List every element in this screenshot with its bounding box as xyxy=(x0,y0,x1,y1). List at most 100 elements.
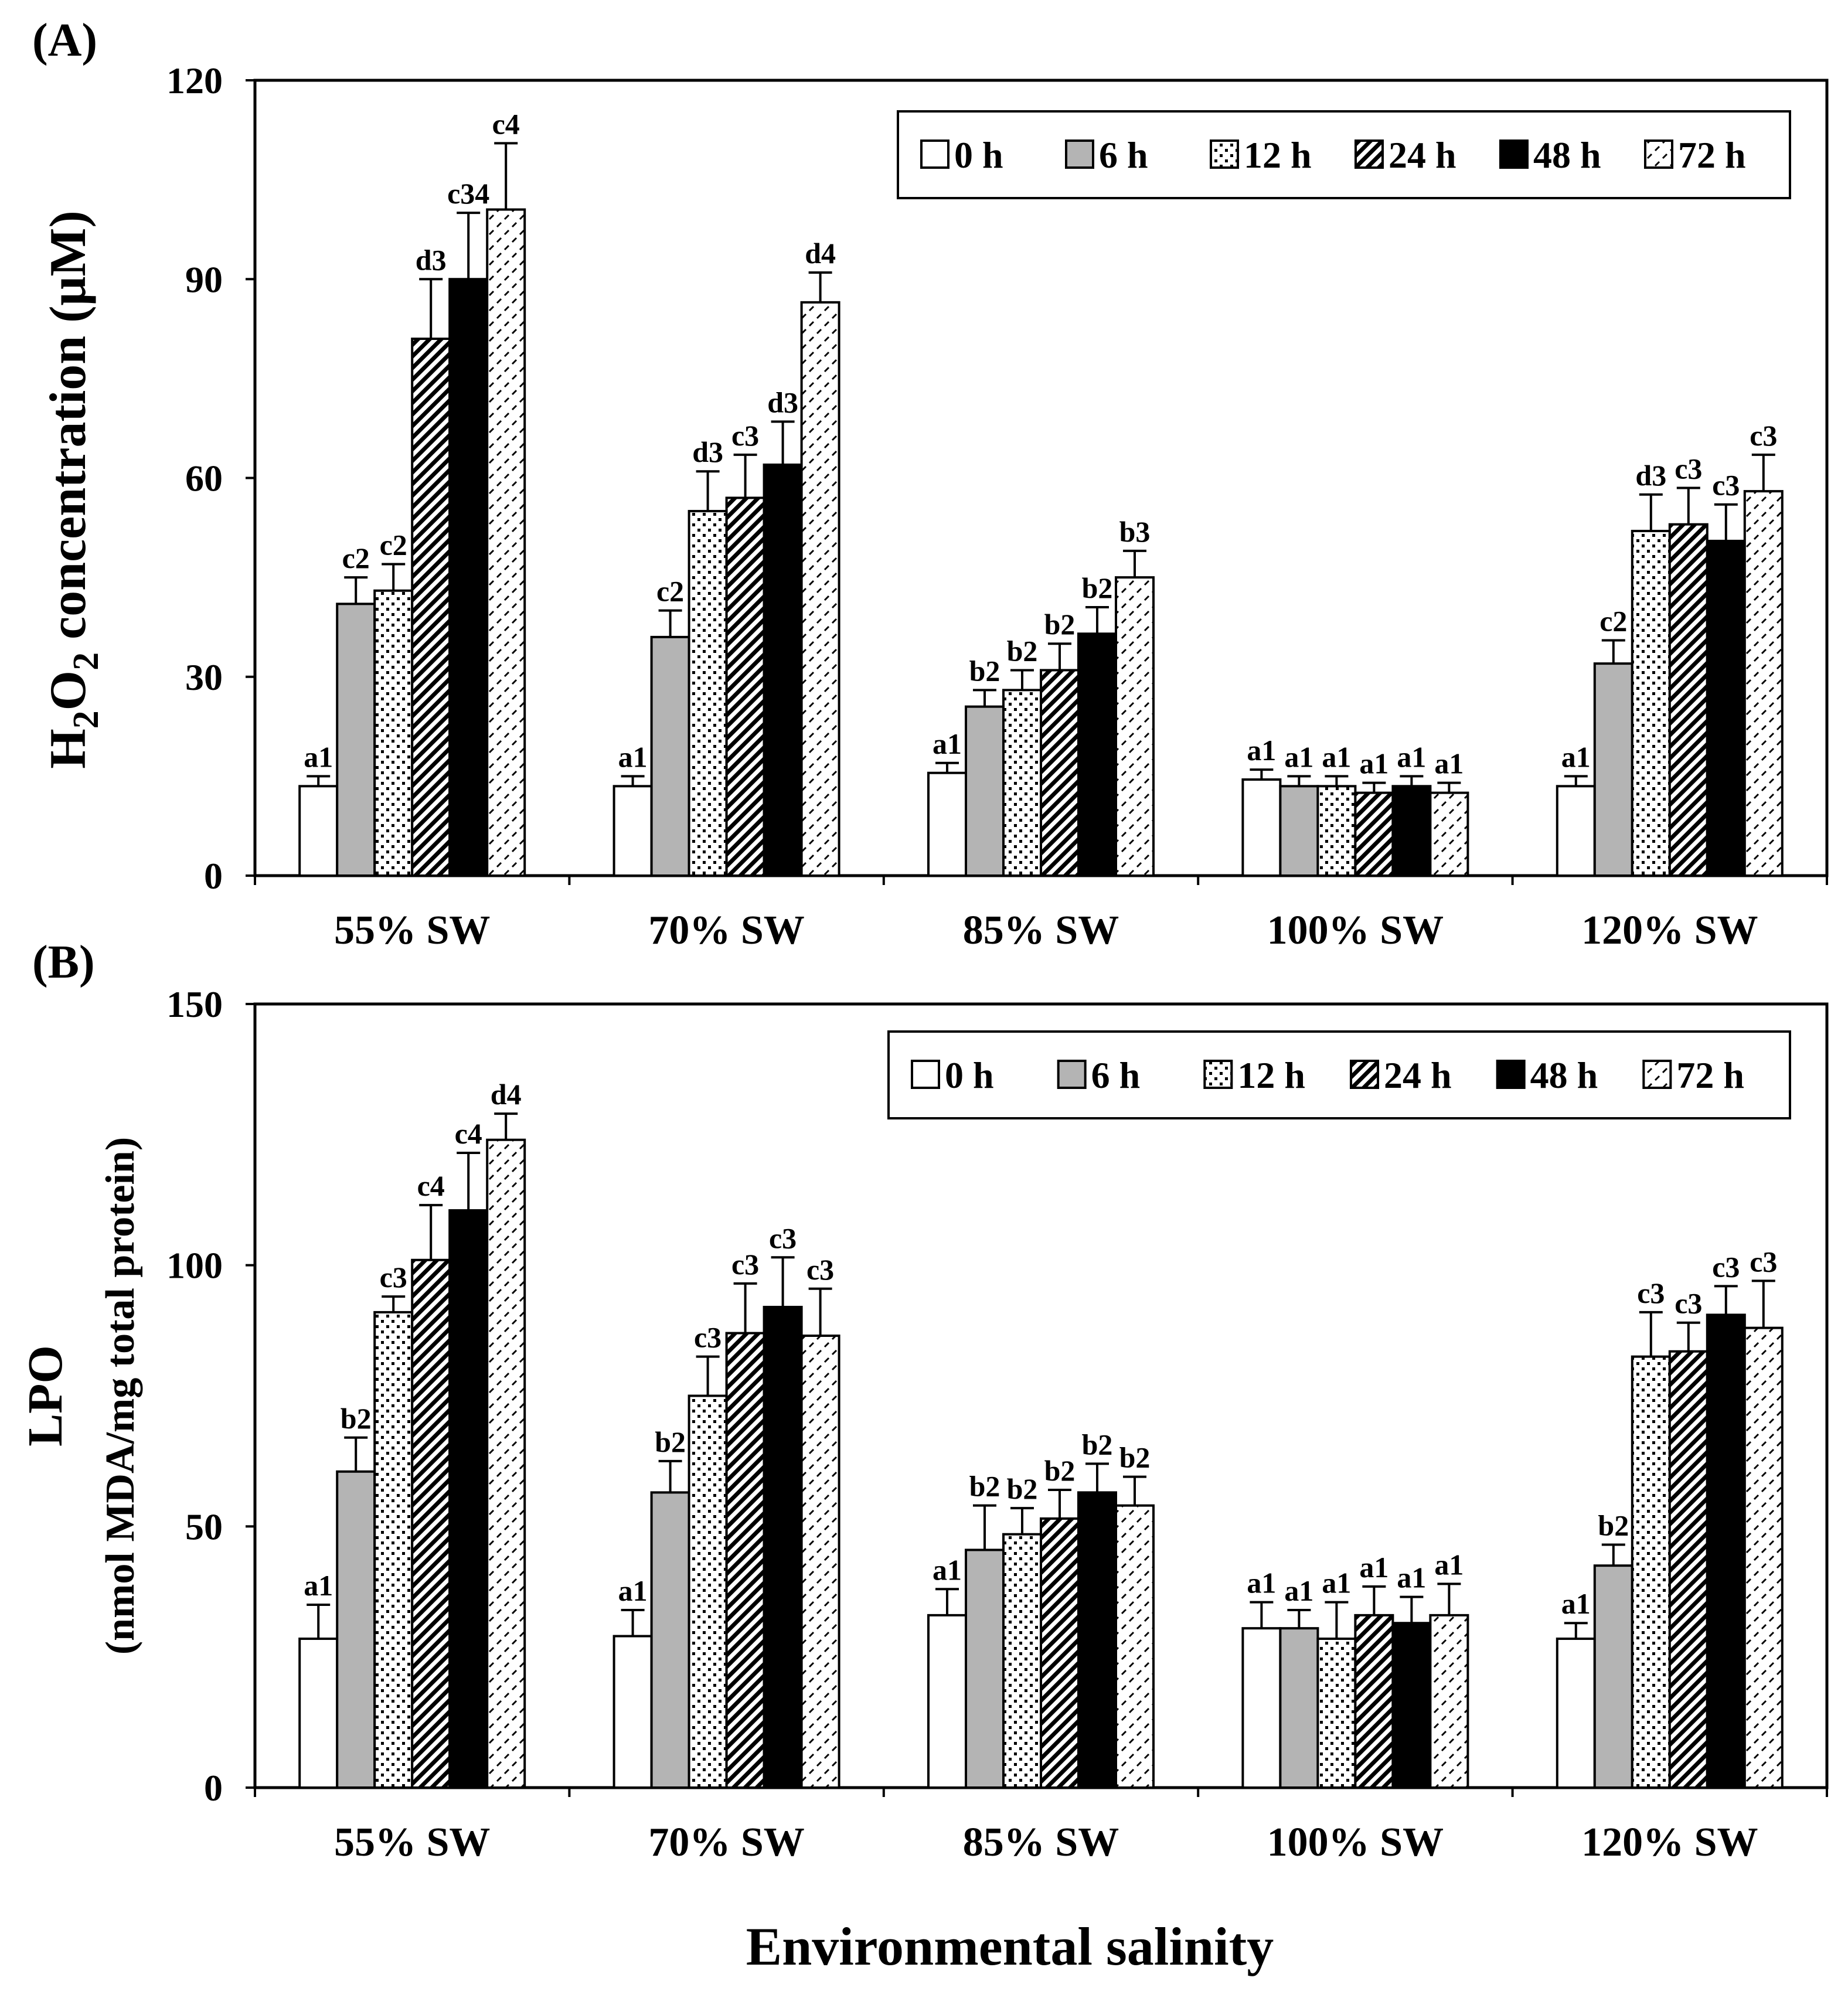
bar-b-55-sw-0-h xyxy=(298,1637,339,1789)
x-axis-title: Environmental salinity xyxy=(746,1917,1274,1976)
bar-a-85-sw-72-h xyxy=(1115,576,1155,877)
significance-label: c3 xyxy=(731,1248,759,1281)
y-tick-label: 0 xyxy=(204,1767,223,1809)
significance-label: b2 xyxy=(1119,1441,1151,1474)
y-tick-label: 0 xyxy=(204,855,223,897)
significance-label: c3 xyxy=(1750,1245,1777,1278)
x-tick-label-85-sw: 85% SW xyxy=(963,1820,1119,1865)
y-axis-title-part: 2 xyxy=(66,652,106,671)
significance-label: c3 xyxy=(380,1261,407,1294)
significance-label: b2 xyxy=(1007,634,1038,667)
significance-label: a1 xyxy=(1434,747,1464,780)
bar-b-70-sw-12-h xyxy=(688,1394,728,1789)
significance-label: b2 xyxy=(341,1402,372,1435)
significance-label: a1 xyxy=(1434,1548,1464,1581)
significance-label: c3 xyxy=(1675,452,1702,485)
legend-label-24-h: 24 h xyxy=(1384,1054,1452,1096)
panel-a: (A) 0 30 60 90 120 55% SW 70% SW 85% SW 100% SW 12… xyxy=(32,15,1829,953)
bar-b-120-sw-72-h xyxy=(1743,1326,1784,1789)
bar-b-100-sw-0-h xyxy=(1241,1627,1282,1789)
significance-label: b2 xyxy=(1044,1454,1076,1487)
bar-a-55-sw-6-h xyxy=(336,603,376,877)
y-axis-title-part: 2 xyxy=(66,710,106,729)
significance-label: a1 xyxy=(618,1574,648,1607)
y-tick-label: 120 xyxy=(166,60,223,101)
significance-label: a1 xyxy=(618,740,648,773)
bar-b-70-sw-72-h xyxy=(800,1334,840,1789)
significance-label: a1 xyxy=(1284,740,1313,773)
bar-a-70-sw-0-h xyxy=(612,785,653,877)
significance-label: b2 xyxy=(1007,1472,1038,1505)
legend-label-0-h: 0 h xyxy=(954,134,1003,176)
significance-label: a1 xyxy=(304,740,333,773)
y-axis-title-part: O xyxy=(40,671,97,710)
significance-label: c3 xyxy=(1637,1277,1665,1309)
bar-b-85-sw-6-h xyxy=(965,1548,1005,1789)
bar-a-100-sw-24-h xyxy=(1354,791,1394,877)
legend-swatch-12-h xyxy=(1210,139,1239,169)
legend-label-6-h: 6 h xyxy=(1091,1054,1141,1096)
y-axis-title-part: H xyxy=(40,729,97,768)
bar-a-100-sw-6-h xyxy=(1279,785,1319,877)
significance-label: b2 xyxy=(1044,608,1076,641)
y-axis-title-b-line1: LPO xyxy=(18,1345,73,1447)
significance-label: b2 xyxy=(969,654,1000,687)
significance-label: c3 xyxy=(769,1221,797,1254)
bar-b-55-sw-24-h xyxy=(411,1258,451,1789)
legend-swatch-72-h xyxy=(1644,139,1673,169)
bar-a-55-sw-0-h xyxy=(298,785,339,877)
panel-label-b: (B) xyxy=(32,937,95,988)
bar-a-85-sw-12-h xyxy=(1002,689,1042,877)
bar-a-70-sw-6-h xyxy=(650,635,690,877)
y-axis-title-part: concentration (μM) xyxy=(40,210,97,652)
legend-swatch-0-h xyxy=(911,1060,940,1089)
bar-a-55-sw-24-h xyxy=(411,338,451,877)
significance-label: a1 xyxy=(932,1553,962,1586)
legend-swatch-6-h xyxy=(1057,1060,1087,1089)
significance-label: c4 xyxy=(492,107,520,140)
significance-label: c2 xyxy=(1599,605,1627,638)
legend-swatch-24-h xyxy=(1350,1060,1379,1089)
panel-b: (B) 0 50 100 150 55% SW 70% SW 85% SW 100% SW 120… xyxy=(18,937,1829,1865)
bar-a-120-sw-48-h xyxy=(1706,539,1746,877)
significance-label: b2 xyxy=(969,1470,1000,1503)
significance-label: c2 xyxy=(380,529,407,561)
legend-swatch-48-h xyxy=(1496,1060,1526,1089)
bar-a-85-sw-0-h xyxy=(927,771,967,877)
x-tick-label-55-sw: 55% SW xyxy=(334,1820,490,1865)
bar-b-120-sw-24-h xyxy=(1668,1350,1709,1789)
bar-a-70-sw-48-h xyxy=(763,463,803,877)
bar-a-100-sw-48-h xyxy=(1391,785,1432,877)
bar-a-85-sw-48-h xyxy=(1077,632,1117,877)
bar-b-70-sw-0-h xyxy=(612,1635,653,1789)
significance-label: c34 xyxy=(447,177,489,210)
bar-b-85-sw-48-h xyxy=(1077,1491,1117,1789)
bar-a-120-sw-0-h xyxy=(1556,785,1596,877)
significance-label: c3 xyxy=(1750,419,1777,452)
bar-a-100-sw-0-h xyxy=(1241,778,1282,877)
legend-swatch-0-h xyxy=(920,139,949,169)
legend-label-12-h: 12 h xyxy=(1237,1054,1305,1096)
significance-label: a1 xyxy=(1322,1567,1351,1599)
significance-label: c3 xyxy=(694,1321,721,1354)
significance-label: d4 xyxy=(805,237,836,270)
legend-box-b xyxy=(887,1030,1791,1119)
significance-label: c2 xyxy=(342,542,370,574)
significance-label: c3 xyxy=(806,1253,834,1286)
legend-swatch-24-h xyxy=(1354,139,1384,169)
bar-b-120-sw-6-h xyxy=(1593,1564,1633,1789)
significance-label: c3 xyxy=(731,419,759,452)
significance-label: c3 xyxy=(1712,1250,1740,1283)
bar-b-85-sw-0-h xyxy=(927,1614,967,1789)
legend-label-48-h: 48 h xyxy=(1533,134,1601,176)
bar-a-100-sw-12-h xyxy=(1316,785,1357,877)
x-tick-label-100-sw: 100% SW xyxy=(1267,1820,1444,1865)
legend-label-48-h: 48 h xyxy=(1530,1054,1598,1096)
bar-b-70-sw-48-h xyxy=(763,1305,803,1789)
significance-label: a1 xyxy=(1359,747,1388,780)
bar-a-85-sw-24-h xyxy=(1040,669,1080,877)
y-tick-label: 100 xyxy=(166,1245,223,1287)
legend-swatch-12-h xyxy=(1203,1060,1233,1089)
bar-a-70-sw-72-h xyxy=(800,301,840,877)
